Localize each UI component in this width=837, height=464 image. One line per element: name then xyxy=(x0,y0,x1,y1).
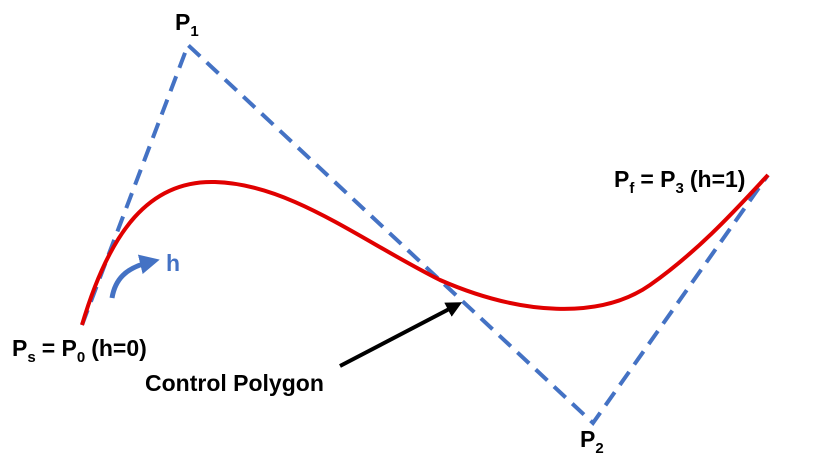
control-polygon xyxy=(80,41,770,427)
label-text: P xyxy=(614,166,629,192)
label-pf: Pf = P3 (h=1) xyxy=(614,166,745,197)
label-text: (h=0) xyxy=(91,335,147,361)
pointer-arrow xyxy=(339,302,463,368)
label-control-polygon: Control Polygon xyxy=(145,370,324,396)
label-sub: s xyxy=(27,349,35,366)
label-sub: 0 xyxy=(77,349,85,366)
h-arrow xyxy=(109,254,160,299)
label-sub: 1 xyxy=(190,23,198,40)
label-text: (h=1) xyxy=(690,166,746,192)
bezier-curve xyxy=(80,173,770,326)
label-sub: f xyxy=(629,180,635,197)
label-text: P xyxy=(12,335,27,361)
label-p1: P1 xyxy=(175,9,199,40)
label-sub: 3 xyxy=(676,180,684,197)
label-text: P xyxy=(580,426,595,452)
label-sub: 2 xyxy=(595,440,603,457)
label-h: h xyxy=(166,250,180,276)
label-text: P xyxy=(175,9,190,35)
label-p2: P2 xyxy=(580,426,604,457)
label-text: = P xyxy=(42,335,77,361)
label-text: = P xyxy=(640,166,675,192)
label-ps: Ps = P0 (h=0) xyxy=(12,335,147,366)
